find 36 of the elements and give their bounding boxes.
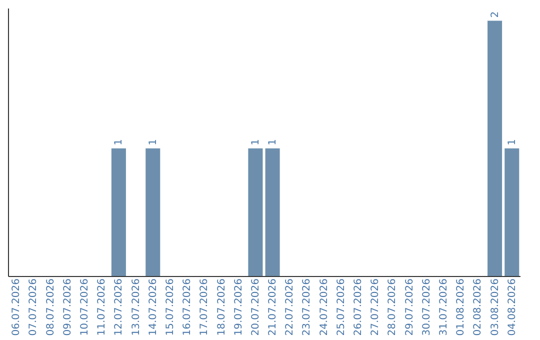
x-tick-label: 29.07.2026 [404,278,416,336]
x-tick-label: 25.07.2026 [336,278,347,336]
x-tick-label: 16.07.2026 [182,278,194,336]
x-tick-label: 31.07.2026 [438,278,450,336]
x-tick-label: 20.07.2026 [250,278,262,336]
x-tick-label: 07.07.2026 [28,278,40,336]
data-label: 1 [114,139,125,146]
data-label: 2 [490,11,501,18]
x-tick-label: 27.07.2026 [370,278,382,336]
x-tick-label: 01.08.2026 [456,278,467,336]
x-tick-label: 28.07.2026 [387,278,398,336]
x-tick-label: 23.07.2026 [302,278,313,336]
x-tick-label: 30.07.2026 [421,278,432,336]
data-label: 1 [250,139,262,146]
x-tick-label: 22.07.2026 [284,278,296,336]
x-tick-label: 13.07.2026 [130,278,142,336]
x-tick-label: 24.07.2026 [318,278,330,336]
x-tick-label: 06.07.2026 [11,278,22,336]
x-tick-label: 19.07.2026 [233,278,244,336]
x-tick-label: 10.07.2026 [80,278,90,336]
x-tick-label: 14.07.2026 [148,278,159,336]
x-tick-label: 03.08.2026 [490,278,501,336]
x-tick-label: 17.07.2026 [199,278,210,336]
x-tick-label: 02.08.2026 [472,278,484,336]
data-label: 1 [148,139,159,146]
x-tick-label: 18.07.2026 [216,278,228,336]
data-label: 1 [506,139,518,146]
x-tick-label: 12.07.2026 [114,278,125,336]
x-tick-label: 15.07.2026 [164,278,176,336]
x-tick-label: 04.08.2026 [506,278,518,336]
x-tick-label: 09.07.2026 [62,278,74,336]
data-label: 1 [268,139,279,146]
x-tick-label: 21.07.2026 [268,278,279,336]
x-tick-label: 08.07.2026 [45,278,56,336]
x-tick-label: 11.07.2026 [96,278,108,336]
x-tick-label: 26.07.2026 [353,278,364,336]
